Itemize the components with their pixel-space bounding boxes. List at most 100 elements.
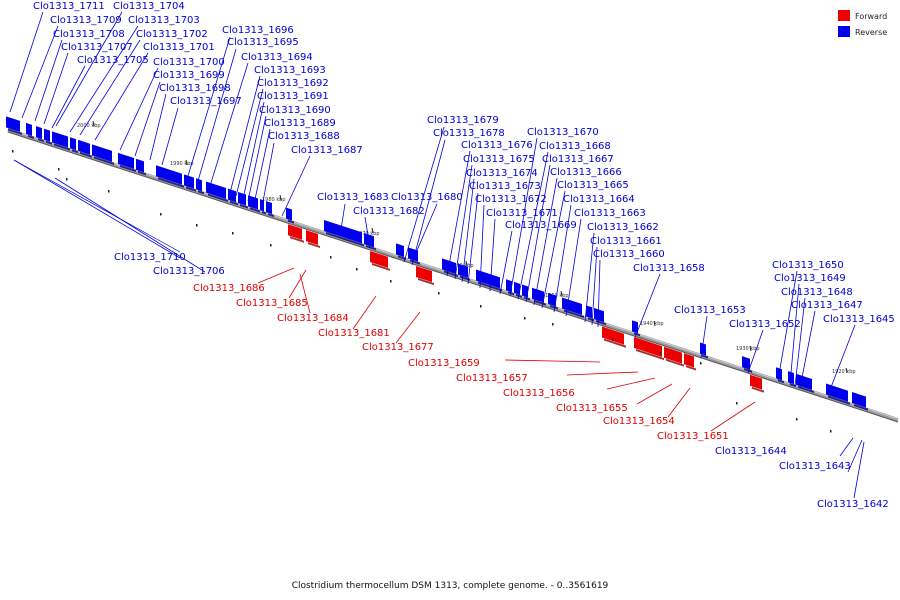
gene-label[interactable]: Clo1313_1661 bbox=[590, 236, 662, 247]
gene-label[interactable]: Clo1313_1708 bbox=[53, 29, 125, 40]
gene-label[interactable]: Clo1313_1674 bbox=[466, 168, 538, 179]
reverse-gene[interactable] bbox=[852, 392, 868, 411]
gene-label[interactable]: Clo1313_1643 bbox=[779, 461, 851, 472]
reverse-gene[interactable] bbox=[260, 199, 266, 215]
reverse-gene[interactable] bbox=[408, 247, 420, 265]
gene-label[interactable]: Clo1313_1693 bbox=[254, 65, 326, 76]
gene-label[interactable]: Clo1313_1696 bbox=[222, 25, 294, 36]
gene-label[interactable]: Clo1313_1664 bbox=[563, 194, 635, 205]
gene-label[interactable]: Clo1313_1697 bbox=[170, 96, 242, 107]
gene-label[interactable]: Clo1313_1677 bbox=[362, 342, 434, 353]
gene-label[interactable]: Clo1313_1675 bbox=[463, 154, 535, 165]
reverse-gene[interactable] bbox=[156, 165, 184, 188]
gene-label[interactable]: Clo1313_1665 bbox=[557, 180, 629, 191]
gene-label[interactable]: Clo1313_1649 bbox=[774, 273, 846, 284]
gene-label[interactable]: Clo1313_1647 bbox=[791, 300, 863, 311]
gene-label[interactable]: Clo1313_1658 bbox=[633, 263, 705, 274]
gene-label[interactable]: Clo1313_1681 bbox=[318, 328, 390, 339]
gene-label[interactable]: Clo1313_1662 bbox=[587, 222, 659, 233]
gene-label[interactable]: Clo1313_1689 bbox=[264, 118, 336, 129]
reverse-gene[interactable] bbox=[442, 258, 458, 277]
gene-label[interactable]: Clo1313_1679 bbox=[427, 115, 499, 126]
reverse-gene[interactable] bbox=[396, 243, 406, 261]
reverse-gene[interactable] bbox=[826, 383, 850, 405]
reverse-gene[interactable] bbox=[788, 371, 796, 388]
gene-label[interactable]: Clo1313_1650 bbox=[772, 260, 844, 271]
forward-gene[interactable] bbox=[370, 250, 390, 271]
gene-label[interactable]: Clo1313_1652 bbox=[729, 319, 801, 330]
gene-label[interactable]: Clo1313_1678 bbox=[433, 128, 505, 139]
gene-label[interactable]: Clo1313_1645 bbox=[823, 314, 895, 325]
reverse-gene[interactable] bbox=[364, 233, 376, 251]
gene-label[interactable]: Clo1313_1686 bbox=[193, 283, 265, 294]
gene-label[interactable]: Clo1313_1695 bbox=[227, 37, 299, 48]
gene-label[interactable]: Clo1313_1659 bbox=[408, 358, 480, 369]
reverse-gene[interactable] bbox=[594, 307, 606, 326]
gene-label[interactable]: Clo1313_1701 bbox=[143, 42, 215, 53]
gene-label[interactable]: Clo1313_1710 bbox=[114, 252, 186, 263]
gene-label[interactable]: Clo1313_1690 bbox=[259, 105, 331, 116]
gene-label[interactable]: Clo1313_1687 bbox=[291, 145, 363, 156]
gene-label[interactable]: Clo1313_1683 bbox=[317, 192, 389, 203]
reverse-gene[interactable] bbox=[458, 263, 470, 281]
gene-label[interactable]: Clo1313_1670 bbox=[527, 127, 599, 138]
gene-label[interactable]: Clo1313_1673 bbox=[469, 181, 541, 192]
reverse-gene[interactable] bbox=[632, 320, 640, 337]
reverse-gene[interactable] bbox=[700, 342, 708, 359]
gene-label[interactable]: Clo1313_1706 bbox=[153, 266, 225, 277]
gene-label[interactable]: Clo1313_1711 bbox=[33, 1, 105, 12]
gene-label[interactable]: Clo1313_1705 bbox=[77, 55, 149, 66]
gene-label[interactable]: Clo1313_1680 bbox=[391, 192, 463, 203]
reverse-gene[interactable] bbox=[36, 126, 44, 143]
gene-label[interactable]: Clo1313_1703 bbox=[128, 15, 200, 26]
gene-label[interactable]: Clo1313_1669 bbox=[505, 220, 577, 231]
gene-label[interactable]: Clo1313_1654 bbox=[603, 416, 675, 427]
forward-gene[interactable] bbox=[750, 374, 764, 393]
forward-gene[interactable] bbox=[684, 353, 696, 371]
forward-gene[interactable] bbox=[646, 340, 664, 361]
gene-label[interactable]: Clo1313_1698 bbox=[159, 83, 231, 94]
gene-label[interactable]: Clo1313_1682 bbox=[353, 206, 425, 217]
reverse-gene[interactable] bbox=[514, 281, 522, 298]
gene-label[interactable]: Clo1313_1657 bbox=[456, 373, 528, 384]
reverse-gene[interactable] bbox=[796, 373, 814, 393]
gene-label[interactable]: Clo1313_1702 bbox=[136, 29, 208, 40]
reverse-gene[interactable] bbox=[44, 128, 52, 145]
reverse-gene[interactable] bbox=[476, 269, 502, 292]
reverse-gene[interactable] bbox=[92, 144, 114, 165]
gene-label[interactable]: Clo1313_1709 bbox=[50, 15, 122, 26]
reverse-gene[interactable] bbox=[206, 181, 228, 203]
gene-label[interactable]: Clo1313_1704 bbox=[113, 1, 185, 12]
reverse-gene[interactable] bbox=[776, 367, 784, 384]
forward-gene[interactable] bbox=[288, 224, 304, 243]
reverse-gene[interactable] bbox=[184, 174, 196, 192]
gene-label[interactable]: Clo1313_1663 bbox=[574, 208, 646, 219]
gene-label[interactable]: Clo1313_1671 bbox=[486, 208, 558, 219]
reverse-gene[interactable] bbox=[78, 139, 92, 158]
reverse-gene[interactable] bbox=[248, 195, 260, 213]
reverse-gene[interactable] bbox=[286, 207, 294, 224]
reverse-gene[interactable] bbox=[742, 356, 752, 373]
reverse-gene[interactable] bbox=[506, 279, 514, 296]
gene-label[interactable]: Clo1313_1691 bbox=[257, 91, 329, 102]
gene-label[interactable]: Clo1313_1672 bbox=[475, 194, 547, 205]
reverse-gene[interactable] bbox=[70, 137, 78, 154]
forward-gene[interactable] bbox=[416, 265, 434, 286]
reverse-gene[interactable] bbox=[118, 152, 136, 173]
reverse-gene[interactable] bbox=[228, 188, 238, 206]
gene-label[interactable]: Clo1313_1699 bbox=[153, 70, 225, 81]
reverse-gene[interactable] bbox=[196, 178, 204, 195]
gene-label[interactable]: Clo1313_1660 bbox=[593, 249, 665, 260]
gene-label[interactable]: Clo1313_1666 bbox=[550, 167, 622, 178]
gene-label[interactable]: Clo1313_1642 bbox=[817, 499, 889, 510]
gene-label[interactable]: Clo1313_1676 bbox=[461, 140, 533, 151]
forward-gene[interactable] bbox=[306, 230, 320, 249]
reverse-gene[interactable] bbox=[26, 122, 34, 139]
gene-label[interactable]: Clo1313_1694 bbox=[241, 52, 313, 63]
gene-label[interactable]: Clo1313_1685 bbox=[236, 298, 308, 309]
gene-label[interactable]: Clo1313_1667 bbox=[542, 154, 614, 165]
reverse-gene[interactable] bbox=[6, 116, 22, 135]
reverse-gene[interactable] bbox=[324, 219, 364, 247]
reverse-gene[interactable] bbox=[136, 158, 146, 176]
reverse-gene[interactable] bbox=[532, 287, 546, 306]
